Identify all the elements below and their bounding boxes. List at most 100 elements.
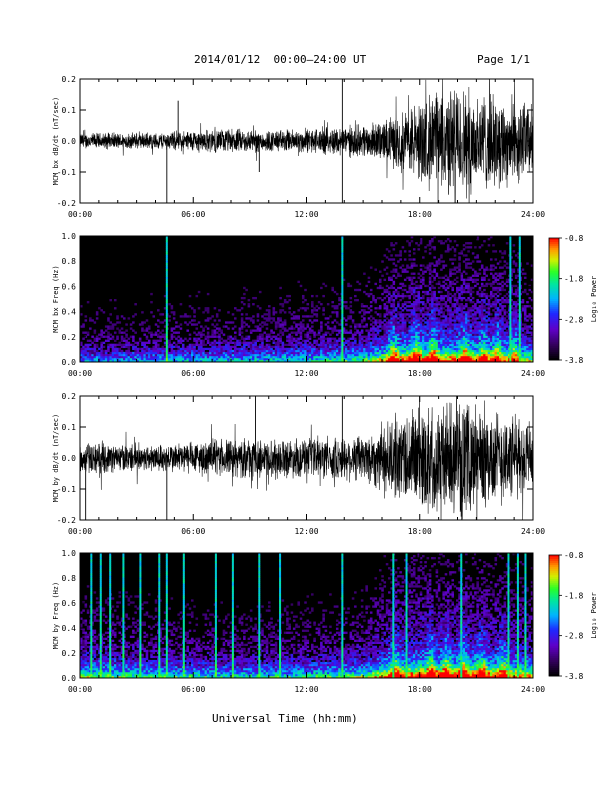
spectrogram-cell bbox=[279, 303, 282, 306]
spectrogram-cell bbox=[492, 355, 495, 359]
spectrogram-cell bbox=[480, 307, 484, 310]
spectrogram-cell bbox=[98, 359, 101, 363]
spectrogram-cell bbox=[431, 351, 434, 355]
spectrogram-cell bbox=[270, 335, 273, 338]
spectrogram-cell bbox=[95, 337, 99, 340]
spectrogram-cell bbox=[193, 357, 196, 361]
spectrogram-cell bbox=[258, 339, 262, 342]
spectrogram-cell bbox=[455, 319, 459, 322]
spectrogram-cell bbox=[326, 321, 330, 324]
spectrogram-cell bbox=[437, 339, 441, 342]
spectrogram-cell bbox=[109, 351, 112, 355]
spectrogram-cell bbox=[428, 333, 432, 336]
spectrogram-cell bbox=[408, 294, 411, 298]
spectrogram-cell bbox=[422, 355, 425, 359]
spectrogram-cell bbox=[388, 357, 391, 361]
spectrogram-cell bbox=[517, 270, 520, 273]
spectrogram-cell bbox=[306, 343, 310, 347]
spectrogram-cell bbox=[220, 355, 223, 359]
spectrogram-cell bbox=[492, 303, 495, 306]
spectrogram-cell bbox=[152, 345, 156, 349]
spectrogram-cell bbox=[170, 359, 174, 363]
spectrogram-cell bbox=[283, 357, 287, 361]
spectrogram-cell bbox=[385, 337, 389, 340]
spectrogram-cell bbox=[512, 268, 516, 271]
spectrogram-cell bbox=[422, 296, 425, 300]
spectrogram-cell bbox=[127, 347, 131, 351]
spectrogram-cell bbox=[410, 236, 414, 239]
spectrogram-cell bbox=[446, 335, 450, 338]
spectrogram-cell bbox=[95, 343, 99, 347]
spectrogram-cell bbox=[514, 290, 518, 294]
spectrogram-cell bbox=[489, 349, 493, 353]
bright-column-cell bbox=[518, 333, 521, 336]
spectrogram-cell bbox=[431, 270, 434, 273]
spectrogram-cell bbox=[320, 337, 323, 340]
spectrogram-cell bbox=[281, 347, 285, 351]
spectrogram-cell bbox=[505, 280, 509, 284]
spectrogram-cell bbox=[181, 355, 185, 359]
spectrogram-cell bbox=[465, 317, 468, 320]
spectrogram-cell bbox=[505, 353, 509, 357]
spectrogram-cell bbox=[258, 357, 262, 361]
spectrogram-cell bbox=[222, 341, 226, 345]
spectrogram-cell bbox=[179, 315, 183, 318]
spectrogram-cell bbox=[444, 345, 448, 349]
spectrogram-cell bbox=[440, 345, 443, 349]
spectrogram-cell bbox=[360, 337, 364, 340]
spectrogram-cell bbox=[392, 359, 396, 363]
spectrogram-cell bbox=[499, 327, 502, 330]
spectrogram-cell bbox=[141, 357, 144, 361]
spectrogram-cell bbox=[224, 341, 228, 345]
spectrogram-cell bbox=[86, 333, 90, 336]
spectrogram-cell bbox=[145, 335, 149, 338]
spectrogram-cell bbox=[494, 303, 498, 306]
spectrogram-cell bbox=[510, 321, 513, 324]
spectrogram-cell bbox=[437, 282, 441, 286]
spectrogram-cell bbox=[451, 335, 455, 338]
spectrogram-cell bbox=[428, 248, 432, 251]
spectrogram-cell bbox=[224, 343, 228, 347]
spectrogram-cell bbox=[499, 347, 502, 351]
spectrogram-cell bbox=[290, 355, 294, 359]
spectrogram-cell bbox=[86, 355, 90, 359]
spectrogram-cell bbox=[288, 347, 291, 351]
spectrogram-cell bbox=[422, 325, 425, 328]
spectrogram-cell bbox=[218, 339, 221, 342]
spectrogram-cell bbox=[465, 282, 468, 286]
spectrogram-cell bbox=[392, 325, 396, 328]
spectrogram-cell bbox=[446, 294, 450, 298]
spectrogram-cell bbox=[428, 282, 432, 286]
spectrogram-cell bbox=[419, 329, 423, 332]
spectrogram-cell bbox=[383, 341, 387, 345]
spectrogram-cell bbox=[512, 309, 516, 312]
spectrogram-cell bbox=[261, 325, 264, 328]
spectrogram-cell bbox=[190, 353, 194, 357]
spectrogram-cell bbox=[474, 359, 477, 363]
spectrogram-cell bbox=[489, 347, 493, 351]
spectrogram-cell bbox=[449, 280, 452, 284]
spectrogram-cell bbox=[116, 355, 119, 359]
spectrogram-cell bbox=[422, 294, 425, 298]
spectrogram-cell bbox=[501, 345, 504, 349]
spectrogram-cell bbox=[390, 299, 393, 302]
spectrogram-cell bbox=[322, 341, 325, 345]
spectrogram-cell bbox=[104, 351, 108, 355]
spectrogram-cell bbox=[365, 305, 368, 308]
spectrogram-cell bbox=[347, 337, 350, 340]
spectrogram-cell bbox=[256, 353, 260, 357]
bright-column-cell bbox=[165, 315, 168, 318]
spectrogram-cell bbox=[349, 351, 353, 355]
spectrogram-cell bbox=[406, 353, 409, 357]
spectrogram-cell bbox=[157, 319, 160, 322]
spectrogram-cell bbox=[501, 272, 504, 275]
spectrogram-cell bbox=[437, 260, 441, 263]
spectrogram-cell bbox=[440, 331, 443, 334]
spectrogram-cell bbox=[299, 341, 303, 345]
spectrogram-cell bbox=[265, 323, 269, 326]
spectrogram-cell bbox=[91, 351, 94, 355]
spectrogram-cell bbox=[263, 331, 267, 334]
spectrogram-cell bbox=[378, 355, 382, 359]
spectrogram-cell bbox=[483, 355, 486, 359]
spectrogram-cell bbox=[494, 315, 498, 318]
